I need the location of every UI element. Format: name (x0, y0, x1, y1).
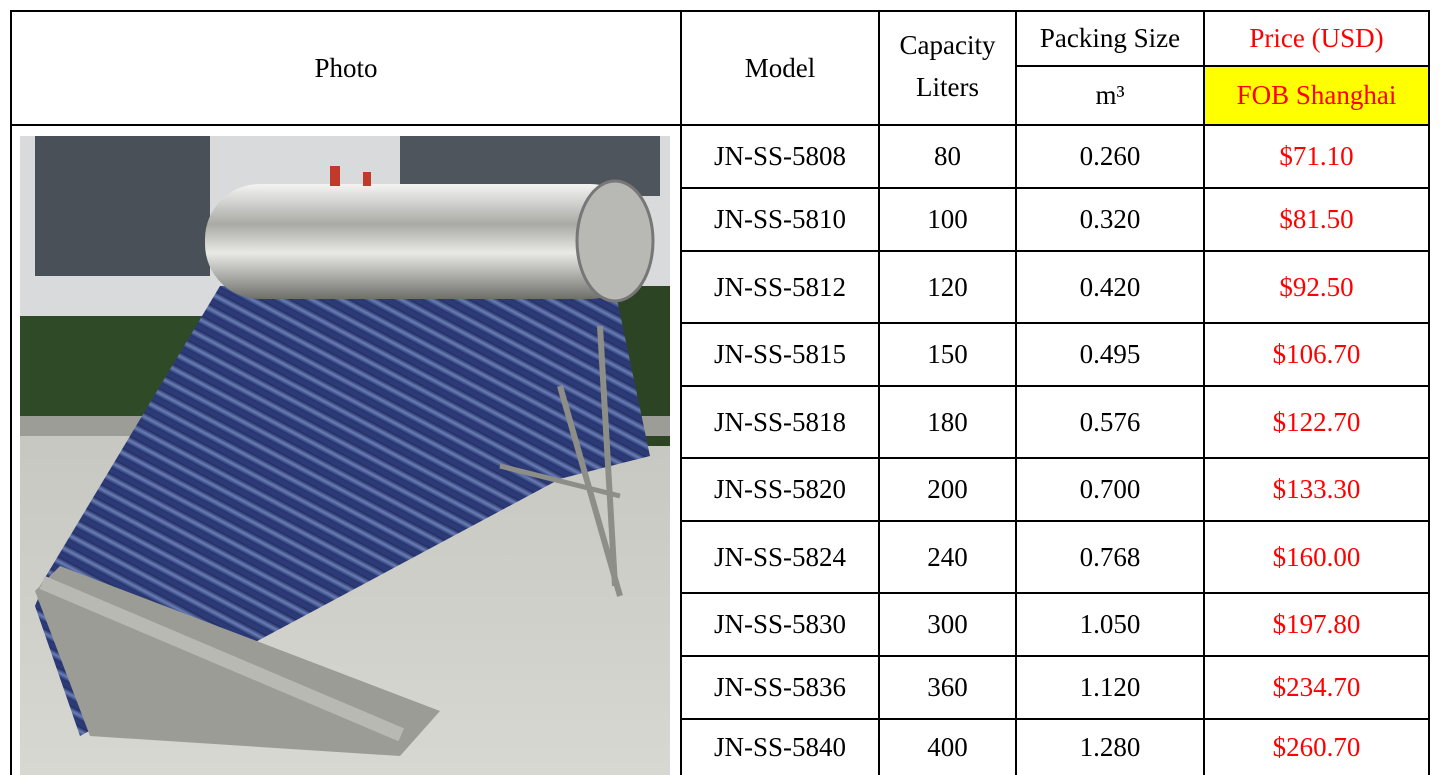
row-border-3 (680, 322, 1430, 324)
col-border-model-capacity (878, 10, 880, 775)
row-6-capacity: 200 (927, 474, 968, 504)
header-packing-unit: m³ (1095, 80, 1125, 110)
header-capacity: Capacity (899, 29, 996, 60)
row-9-packing-size: 1.120 (1079, 672, 1141, 702)
row-4-packing-size: 0.495 (1079, 339, 1141, 369)
row-border-5 (680, 457, 1430, 459)
row-6-price: $133.30 (1272, 474, 1361, 504)
row-2-price: $81.50 (1279, 204, 1354, 234)
row-10-price: $260.70 (1272, 732, 1361, 762)
table-top-border (10, 10, 1430, 12)
row-4-model: JN-SS-5815 (713, 339, 847, 369)
solar-water-heater-photo (20, 136, 670, 775)
row-9-model: JN-SS-5836 (713, 672, 847, 702)
row-5-capacity: 180 (927, 406, 968, 437)
row-3-price: $92.50 (1279, 271, 1354, 302)
header-photo: Photo (314, 52, 378, 83)
row-border-8 (680, 655, 1430, 657)
row-8-price: $197.80 (1272, 609, 1361, 639)
header-packing-size: Packing Size (1039, 23, 1181, 53)
row-6-packing-size: 0.700 (1079, 474, 1141, 504)
header-model: Model (744, 52, 816, 83)
row-border-1 (680, 187, 1430, 189)
row-3-packing-size: 0.420 (1079, 271, 1141, 302)
row-2-capacity: 100 (927, 204, 968, 234)
header-price: Price (USD) (1249, 23, 1384, 53)
row-4-capacity: 150 (927, 339, 968, 369)
col-border-packing-price (1203, 10, 1205, 775)
row-5-price: $122.70 (1272, 406, 1361, 437)
row-2-packing-size: 0.320 (1079, 204, 1141, 234)
header-bottom-border (10, 124, 1430, 126)
row-8-capacity: 300 (927, 609, 968, 639)
row-border-4 (680, 385, 1430, 387)
row-5-model: JN-SS-5818 (713, 406, 847, 437)
col-border-capacity-packing (1015, 10, 1017, 775)
table-right-border (1428, 10, 1430, 775)
table-left-border (10, 10, 12, 775)
row-3-capacity: 120 (927, 271, 968, 302)
row-7-capacity: 240 (927, 541, 968, 572)
col-border-photo-model (680, 10, 682, 775)
row-border-9 (680, 718, 1430, 720)
row-2-model: JN-SS-5810 (713, 204, 847, 234)
row-border-2 (680, 250, 1430, 252)
row-8-model: JN-SS-5830 (713, 609, 847, 639)
row-10-packing-size: 1.280 (1079, 732, 1141, 762)
row-border-7 (680, 592, 1430, 594)
row-3-model: JN-SS-5812 (713, 271, 847, 302)
row-1-capacity: 80 (934, 141, 961, 171)
row-1-model: JN-SS-5808 (713, 141, 847, 171)
header-capacity-unit: Liters (916, 71, 979, 102)
row-1-price: $71.10 (1279, 141, 1354, 171)
header-mid-border (1015, 65, 1430, 67)
row-4-price: $106.70 (1272, 339, 1361, 369)
header-fob-shanghai: FOB Shanghai (1205, 67, 1428, 124)
row-6-model: JN-SS-5820 (713, 474, 847, 504)
row-5-packing-size: 0.576 (1079, 406, 1141, 437)
row-9-capacity: 360 (927, 672, 968, 702)
row-7-model: JN-SS-5824 (713, 541, 847, 572)
row-10-capacity: 400 (927, 732, 968, 762)
row-1-packing-size: 0.260 (1079, 141, 1141, 171)
row-10-model: JN-SS-5840 (713, 732, 847, 762)
row-7-packing-size: 0.768 (1079, 541, 1141, 572)
row-border-6 (680, 520, 1430, 522)
row-8-packing-size: 1.050 (1079, 609, 1141, 639)
row-7-price: $160.00 (1272, 541, 1361, 572)
row-9-price: $234.70 (1272, 672, 1361, 702)
